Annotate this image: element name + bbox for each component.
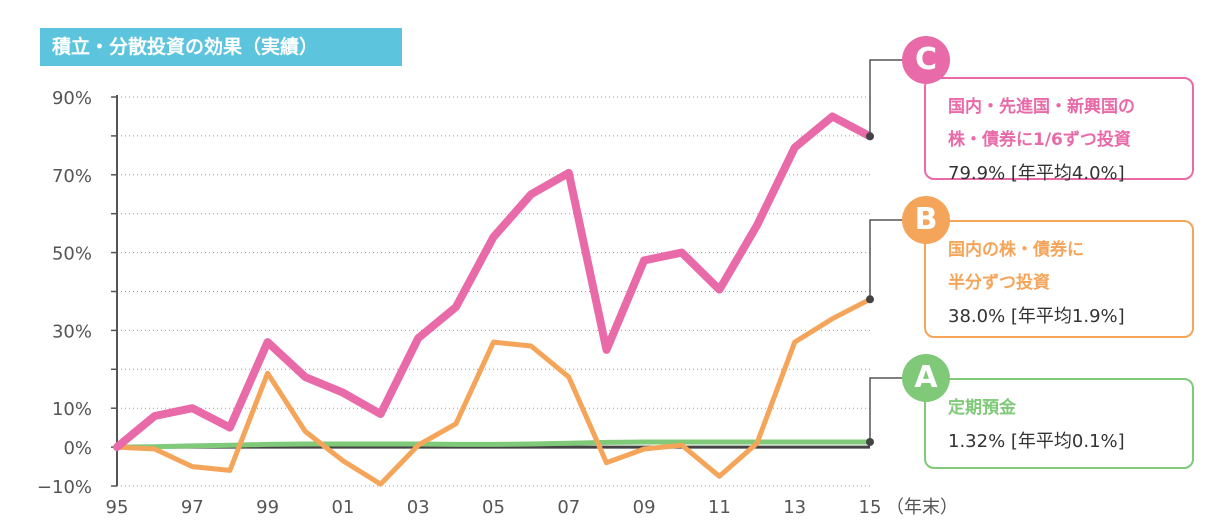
callout-c-value: 79.9% [年平均4.0%] [948, 163, 1125, 184]
x-tick-label: 07 [557, 497, 580, 518]
callout-c-line1: 国内・先進国・新興国の [948, 97, 1135, 117]
y-tick-label: 70% [52, 166, 92, 187]
chart-title: 積立・分散投資の効果（実績） [40, 28, 402, 66]
y-tick-label: 10% [52, 399, 92, 420]
badge-b: B [902, 196, 950, 244]
end-dot-b [866, 295, 874, 304]
callout-b-line1: 国内の株・債券に [948, 240, 1084, 260]
x-tick-label: 09 [633, 497, 656, 518]
y-tick-label: 30% [52, 321, 92, 342]
leader-line-a [869, 377, 904, 442]
series-line-b [114, 296, 873, 487]
x-tick-label: 03 [407, 497, 430, 518]
callout-b-line2: 半分ずつ投資 [948, 273, 1050, 293]
grid-lines [117, 96, 870, 487]
callout-a-line1: 定期預金 [948, 398, 1016, 418]
x-tick-label: 99 [256, 497, 279, 518]
end-dot-a [866, 437, 874, 446]
callout-leaders [866, 59, 904, 446]
x-axis-unit-label: （年末） [886, 497, 958, 518]
badge-a: A [902, 354, 950, 402]
series-lines [113, 112, 874, 487]
leader-line-c [869, 59, 904, 137]
x-tick-label: 15 [859, 497, 882, 518]
callout-a: 定期預金 1.32% [年平均0.1%] [924, 378, 1194, 469]
x-tick-label: 95 [106, 497, 129, 518]
y-tick-label: 50% [52, 244, 92, 265]
y-tick-label: 0% [63, 438, 92, 459]
end-dot-c [866, 132, 874, 141]
y-tick-labels: −10% 0% 10% 30% 50% 70% 90% [37, 88, 92, 498]
callout-b-value: 38.0% [年平均1.9%] [948, 306, 1125, 327]
callout-c: 国内・先進国・新興国の 株・債券に1/6ずつ投資 79.9% [年平均4.0%] [924, 77, 1194, 184]
leader-line-b [869, 219, 904, 300]
series-line-c [113, 112, 874, 452]
x-tick-labels: 95 97 99 01 03 05 07 09 11 13 15 [106, 497, 882, 518]
x-tick-label: 13 [783, 497, 806, 518]
x-tick-label: 01 [331, 497, 354, 518]
badge-c: C [902, 36, 950, 84]
callout-b: 国内の株・債券に 半分ずつ投資 38.0% [年平均1.9%] [924, 220, 1194, 338]
callout-a-value: 1.32% [年平均0.1%] [948, 431, 1125, 452]
x-tick-label: 05 [482, 497, 505, 518]
x-tick-label: 11 [708, 497, 731, 518]
y-tick-label: 90% [52, 88, 92, 109]
series-line-a [114, 439, 873, 450]
y-tick-label: −10% [37, 477, 92, 498]
x-tick-label: 97 [181, 497, 204, 518]
callout-c-line2: 株・債券に1/6ずつ投資 [948, 130, 1131, 150]
